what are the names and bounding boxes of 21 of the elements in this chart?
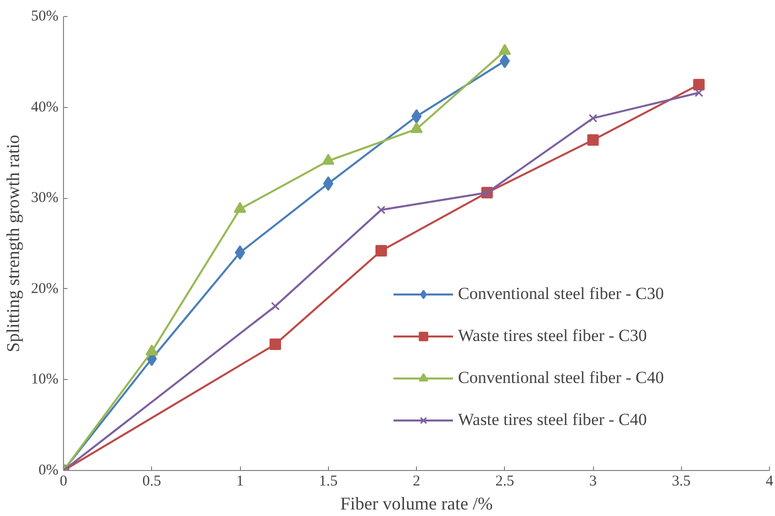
x-tick-label: 1.5 <box>318 474 338 490</box>
x-tick-label: 0 <box>60 474 68 490</box>
y-tick-label: 0% <box>38 462 59 478</box>
x-tick-label: 2.5 <box>495 474 514 490</box>
x-tick-label: 2 <box>412 474 420 490</box>
y-tick-label: 20% <box>31 280 59 297</box>
x-axis-title: Fiber volume rate /% <box>340 494 493 514</box>
y-tick-label: 50% <box>31 8 59 24</box>
x-tick-label: 1 <box>236 474 244 490</box>
x-tick-label: 4 <box>766 474 774 490</box>
y-tick-label: 40% <box>31 99 59 116</box>
legend-label: Waste tires steel fiber - C40 <box>458 410 647 430</box>
legend-label: Waste tires steel fiber - C30 <box>458 326 647 346</box>
y-axis-title: Splitting strength growth ratio <box>3 134 24 352</box>
y-tick-label: 10% <box>31 372 59 388</box>
legend-label: Conventional steel fiber - C40 <box>458 368 664 388</box>
legend-label: Conventional steel fiber - C30 <box>458 284 664 304</box>
x-tick-label: 3 <box>589 474 597 490</box>
y-tick-label: 30% <box>31 190 59 206</box>
x-tick-label: 0.5 <box>142 474 162 490</box>
x-tick-label: 3.5 <box>672 474 691 490</box>
